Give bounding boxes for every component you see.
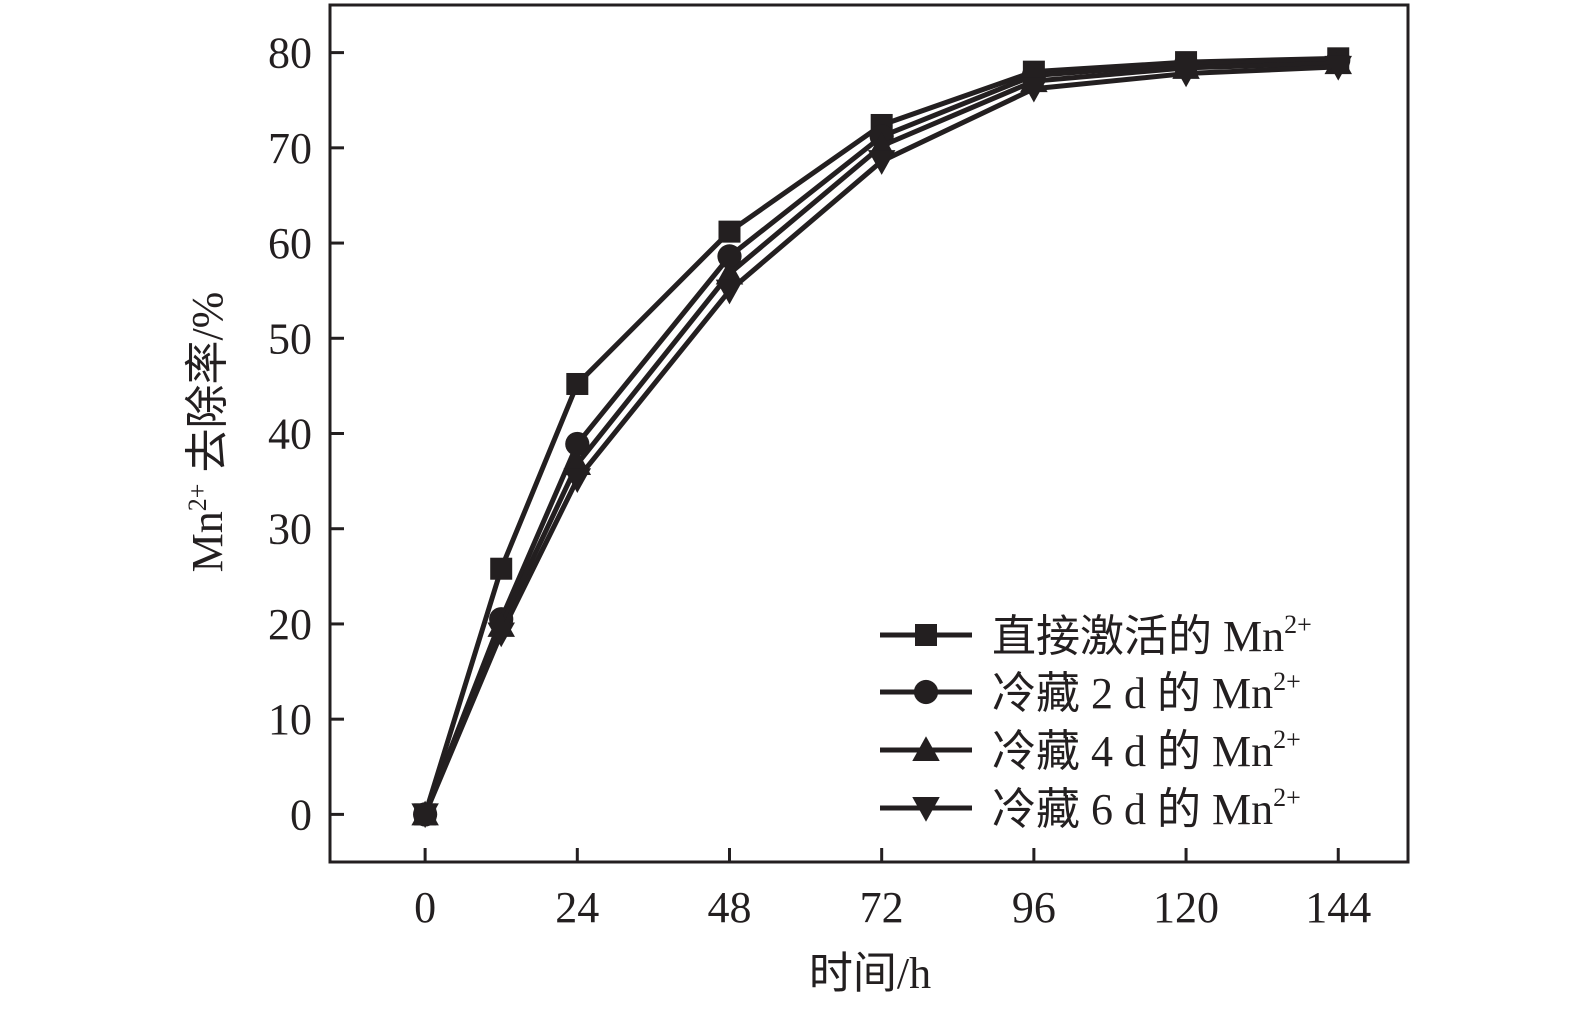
y-tick-label: 80 [268,29,312,78]
data-point-square [718,220,741,243]
y-tick-label: 40 [268,410,312,459]
legend-label: 冷藏 6 d 的 Mn2+ [992,783,1301,834]
y-tick-label: 60 [268,219,312,268]
legend-label: 冷藏 4 d 的 Mn2+ [992,725,1301,776]
legend-item: 冷藏 4 d 的 Mn2+ [880,725,1301,776]
data-point-triangle-down [715,279,744,305]
legend-item: 直接激活的 Mn2+ [880,610,1312,661]
series-line [422,60,1339,816]
legend-label: 冷藏 2 d 的 Mn2+ [992,667,1301,718]
data-point-triangle-down [563,468,592,493]
legend-item: 冷藏 6 d 的 Mn2+ [880,783,1301,834]
x-tick-label: 72 [860,883,904,932]
legend-item: 冷藏 2 d 的 Mn2+ [880,667,1301,718]
data-point-triangle-down [487,622,515,648]
x-tick-label: 48 [707,883,751,932]
x-tick-label: 24 [555,883,599,932]
data-point-triangle-down [1324,55,1352,81]
data-point-circle [717,244,742,269]
x-tick-label: 96 [1012,883,1056,932]
y-tick-label: 50 [268,314,312,363]
data-point-triangle-up [715,259,744,285]
legend-marker-triangle-up [912,736,940,761]
data-point-square [490,557,513,580]
data-point-square [566,372,589,395]
legend-marker-square [915,624,937,646]
x-axis-title: 时间/h [809,949,931,998]
data-point-triangle-down [411,803,439,829]
x-tick-label: 0 [414,883,436,932]
series-4 [411,55,1352,829]
legend-marker-circle [913,679,939,705]
data-point-triangle-down [1020,77,1048,103]
legend-label: 直接激活的 Mn2+ [992,610,1312,661]
data-point-triangle-down [867,150,896,175]
x-tick-label: 120 [1153,883,1219,932]
legend-marker-triangle-down [912,797,940,822]
y-tick-label: 70 [268,124,312,173]
data-point-circle [565,431,590,457]
y-tick-label: 30 [268,505,312,554]
data-point-triangle-down [1172,62,1200,88]
y-tick-label: 20 [268,600,312,649]
y-tick-label: 10 [268,695,312,744]
y-tick-label: 0 [290,790,312,839]
x-tick-label: 144 [1305,883,1371,932]
series-line [422,64,1339,816]
series-line [422,57,1339,816]
y-axis-title: Mn2+ 去除率/% [183,292,232,573]
legend: 直接激活的 Mn2+ 冷藏 2 d 的 Mn2+ 冷藏 4 d 的 Mn2+ 冷藏 6… [880,610,1312,834]
